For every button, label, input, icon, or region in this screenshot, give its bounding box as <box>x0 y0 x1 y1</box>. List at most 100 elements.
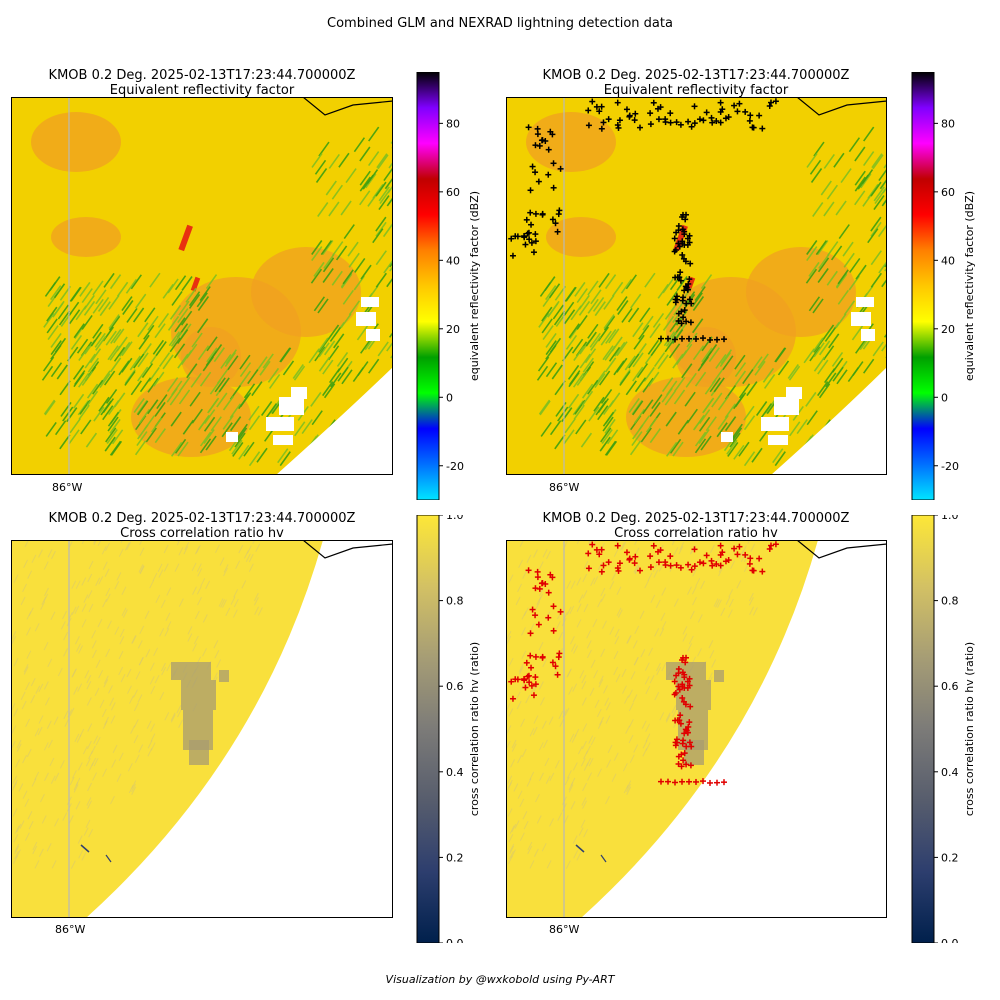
lightning-marker <box>714 336 720 343</box>
lightning-marker <box>772 98 779 105</box>
radar-coverage <box>11 540 323 918</box>
map-frame <box>11 97 393 475</box>
colorbar-tick-label: 40 <box>446 254 460 267</box>
lightning-marker <box>700 335 706 342</box>
colorbar-tick-label: 1.0 <box>446 515 464 522</box>
lightning-marker <box>679 238 686 245</box>
lightning-marker <box>529 163 536 170</box>
lightning-marker <box>655 559 662 566</box>
lightning-marker <box>683 318 690 325</box>
lightning-marker <box>673 562 680 569</box>
lightning-marker <box>696 116 703 123</box>
lightning-marker <box>527 187 534 194</box>
lightning-marker <box>721 779 727 786</box>
lightning-marker <box>550 603 557 610</box>
lightning-marker <box>534 125 541 132</box>
lightning-marker <box>593 546 600 553</box>
lightning-marker <box>647 110 654 117</box>
lightning-marker <box>749 567 756 574</box>
lightning-marker <box>675 683 682 690</box>
panel-subtitle-line: Cross correlation ratio hv <box>614 526 778 541</box>
lightning-marker <box>693 778 699 785</box>
lightning-marker <box>596 551 603 558</box>
panel-subtitle-line: Equivalent reflectivity factor <box>109 83 295 98</box>
lightning-marker <box>686 778 692 785</box>
panel-title-line: KMOB 0.2 Deg. 2025-02-13T17:23:44.700000… <box>542 511 850 526</box>
lightning-marker <box>680 314 687 321</box>
correlation-colorbar: 0.0 0.2 0.4 0.6 0.8 1.0 cross correlation rati… <box>416 515 481 943</box>
lightning-marker <box>681 287 688 294</box>
reflectivity-field <box>506 97 887 475</box>
colorbar-tick-label: 1.0 <box>941 515 959 522</box>
lightning-marker <box>675 760 682 767</box>
lightning-marker <box>684 235 691 242</box>
lightning-marker <box>585 550 592 557</box>
coastline <box>796 540 887 559</box>
lightning-marker <box>676 717 683 724</box>
lightning-marker <box>647 121 654 128</box>
lightning-marker <box>539 653 546 660</box>
lightning-marker <box>521 232 528 239</box>
lightning-marker <box>684 678 691 685</box>
reflectivity-map <box>11 97 393 475</box>
lightning-marker <box>665 335 671 342</box>
lightning-marker <box>687 762 694 769</box>
lightning-marker <box>600 119 607 126</box>
lightning-marker <box>671 248 678 255</box>
lightning-marker <box>626 112 633 119</box>
lightning-strikes <box>508 541 779 786</box>
lightning-marker <box>683 300 690 307</box>
lightning-marker <box>527 630 534 637</box>
lightning-marker <box>614 99 621 106</box>
lightning-marker <box>535 178 542 185</box>
lightning-marker <box>509 695 516 702</box>
coastline <box>302 97 393 116</box>
lightning-marker <box>550 184 557 191</box>
colorbar-label: equivalent reflectivity factor (dBZ) <box>468 191 481 381</box>
lightning-marker <box>742 551 749 558</box>
lightning-marker <box>687 319 694 326</box>
lightning-marker <box>665 778 671 785</box>
lightning-marker <box>532 674 539 681</box>
coastline <box>796 97 887 116</box>
colorbar-tick-label: -20 <box>941 460 959 473</box>
lightning-marker <box>527 652 534 659</box>
map-frame <box>506 97 887 475</box>
lightning-marker <box>672 336 678 343</box>
lightning-marker <box>593 103 600 110</box>
lightning-marker <box>671 691 678 698</box>
lightning-marker <box>767 542 774 549</box>
no-data-region <box>771 367 887 475</box>
lightning-marker <box>626 555 633 562</box>
lightning-marker <box>677 269 684 276</box>
lightning-marker <box>681 750 688 757</box>
lightning-marker <box>713 118 720 125</box>
lightning-marker <box>658 778 664 785</box>
colorbar-tick-label: 0.2 <box>446 851 464 864</box>
lightning-marker <box>767 99 774 106</box>
lightning-marker <box>552 663 559 670</box>
lightning-marker <box>677 712 684 719</box>
lightning-marker <box>717 542 724 549</box>
lightning-marker <box>508 678 515 685</box>
lightning-marker <box>673 736 680 743</box>
lightning-marker <box>534 574 541 581</box>
colorbar-tick-label: 0.8 <box>941 595 959 608</box>
lightning-marker <box>662 119 669 126</box>
lightning-marker <box>532 238 539 245</box>
lightning-marker <box>679 297 686 304</box>
lightning-marker <box>549 574 556 581</box>
lightning-marker <box>525 124 532 131</box>
lightning-marker <box>536 142 543 149</box>
lightning-marker <box>756 112 763 119</box>
reflectivity-lightning-map <box>506 97 887 475</box>
correlation-map <box>11 540 393 918</box>
lightning-marker <box>688 123 695 130</box>
lightning-marker <box>667 110 674 117</box>
lightning-marker <box>686 296 693 303</box>
panel-subtitle-line: Cross correlation ratio hv <box>120 526 284 541</box>
lightning-marker <box>523 216 530 223</box>
colorbar-label: cross correlation ratio hv (ratio) <box>468 642 481 816</box>
lightning-marker <box>534 568 541 575</box>
lightning-marker <box>687 703 694 710</box>
